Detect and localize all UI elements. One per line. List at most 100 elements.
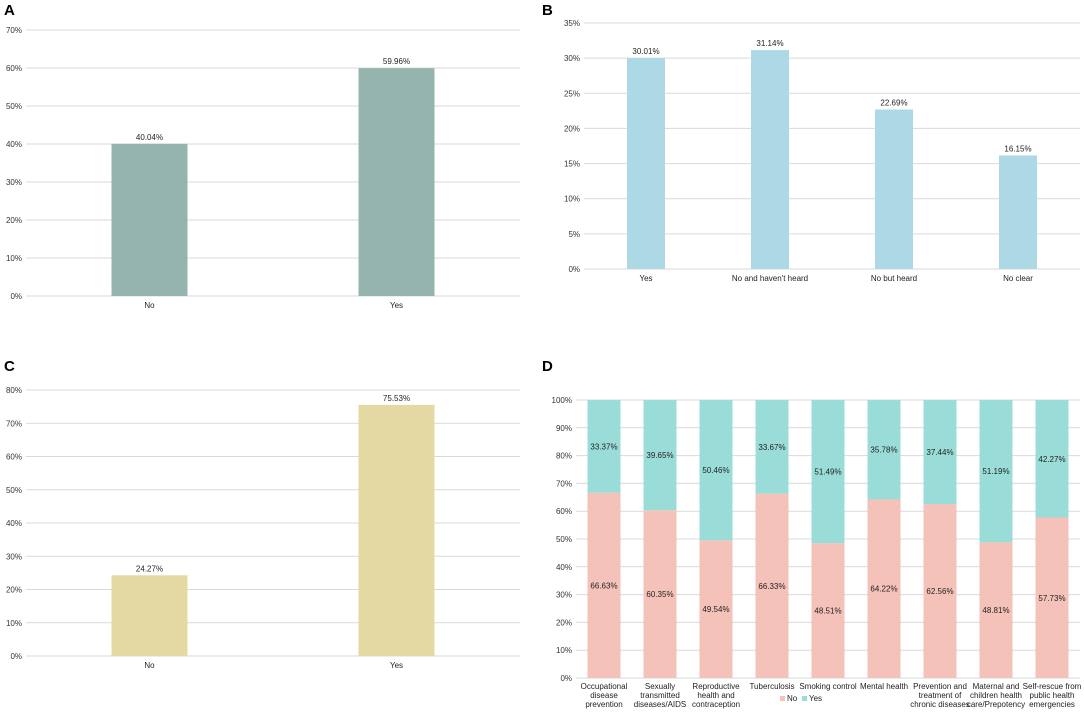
chart-d-y-tick-label: 40%: [556, 563, 572, 572]
chart-d-x-tick-label: contraception: [692, 700, 740, 709]
chart-d-bar-yes: [699, 400, 733, 541]
chart-d-legend-swatch-no: [780, 696, 785, 701]
chart-b-data-label: 22.69%: [880, 99, 907, 108]
chart-d-x-tick-label: care/Prepotency: [967, 700, 1025, 709]
chart-d-data-label-no: 48.81%: [982, 606, 1009, 615]
chart-d-x-tick-label: disease: [590, 691, 618, 700]
chart-d-x-tick-label: prevention: [585, 700, 622, 709]
chart-d-bar-no: [587, 492, 621, 678]
chart-d-legend-label-yes: Yes: [809, 694, 822, 703]
chart-a-y-tick-label: 50%: [6, 102, 22, 111]
chart-d-data-label-yes: 50.46%: [702, 466, 729, 475]
chart-d-data-label-no: 62.56%: [926, 587, 953, 596]
chart-d-x-tick-label: treatment of: [919, 691, 962, 700]
chart-b-data-label: 31.14%: [756, 39, 783, 48]
chart-d-data-label-no: 57.73%: [1038, 594, 1065, 603]
chart-c-y-tick-label: 20%: [6, 586, 22, 595]
chart-a-y-tick-label: 0%: [10, 292, 22, 301]
chart-a-x-tick-label: Yes: [390, 301, 403, 310]
chart-d-x-tick-label: health and: [697, 691, 734, 700]
chart-a-y-tick-label: 30%: [6, 178, 22, 187]
chart-c-bar: [358, 404, 435, 656]
panel-a-letter: A: [4, 2, 15, 19]
chart-d-bar-no: [699, 540, 733, 678]
chart-d-data-label-yes: 42.27%: [1038, 455, 1065, 464]
chart-a: 0% 10% 20% 30% 40% 50% 60% 70% 40.04% No 59.96% Yes: [6, 26, 520, 310]
chart-d-bar-yes: [587, 400, 621, 493]
chart-a-y-tick-label: 10%: [6, 254, 22, 263]
chart-d-bar-no: [643, 510, 677, 678]
chart-d-y-tick-label: 90%: [556, 424, 572, 433]
chart-d-x-tick-label: diseases/AIDS: [634, 700, 686, 709]
chart-b-y-tick-label: 5%: [568, 230, 580, 239]
chart-a-y-tick-label: 20%: [6, 216, 22, 225]
chart-d-data-label-yes: 33.37%: [590, 442, 617, 451]
chart-b-y-tick-label: 15%: [564, 160, 580, 169]
chart-d-x-tick-label: Reproductive: [692, 682, 740, 691]
chart-d-x-tick-label: transmitted: [640, 691, 680, 700]
chart-a-y-tick-label: 40%: [6, 140, 22, 149]
chart-d-data-label-no: 60.35%: [646, 590, 673, 599]
chart-d-data-label-yes: 51.19%: [982, 467, 1009, 476]
chart-b-bar: [875, 109, 913, 269]
chart-d-y-tick-label: 100%: [552, 396, 572, 405]
chart-b-data-label: 16.15%: [1004, 144, 1031, 153]
chart-d-y-tick-label: 80%: [556, 452, 572, 461]
chart-d-bar-yes: [867, 400, 901, 500]
chart-b-y-tick-label: 35%: [564, 19, 580, 28]
chart-a-y-tick-label: 70%: [6, 26, 22, 35]
chart-d-bar-no: [979, 542, 1013, 678]
chart-d-data-label-yes: 35.78%: [870, 446, 897, 455]
chart-c-y-tick-label: 80%: [6, 386, 22, 395]
panel-d-letter: D: [542, 358, 553, 375]
chart-a-bar: [358, 68, 435, 296]
chart-c-y-tick-label: 10%: [6, 619, 22, 628]
chart-b-bar: [751, 50, 789, 270]
chart-d-bar-yes: [755, 400, 789, 494]
chart-d-x-tick-label: Sexually: [645, 682, 675, 691]
chart-a-x-tick-label: No: [144, 301, 155, 310]
chart-d-x-tick-label: Occupational: [581, 682, 628, 691]
chart-d-x-tick-label: chronic diseases: [910, 700, 970, 709]
chart-d-bar-no: [1035, 517, 1069, 678]
chart-d-x-tick-label: Mental health: [860, 682, 908, 691]
chart-d-bar-no: [923, 504, 957, 678]
chart-d-x-tick-label: Prevention and: [913, 682, 967, 691]
chart-b-bar: [999, 155, 1037, 269]
chart-d-bar-yes: [979, 400, 1013, 543]
chart-c: 0% 10% 20% 30% 40% 50% 60% 70% 80% 24.27% No 75.53%…: [6, 386, 520, 670]
chart-d-y-tick-label: 0%: [560, 674, 572, 683]
chart-d-y-tick-label: 30%: [556, 591, 572, 600]
chart-d-data-label-no: 49.54%: [702, 605, 729, 614]
chart-c-y-tick-label: 30%: [6, 552, 22, 561]
chart-b-y-tick-label: 10%: [564, 195, 580, 204]
chart-d-x-tick-label: public health: [1030, 691, 1075, 700]
chart-c-x-tick-label: Yes: [390, 661, 403, 670]
chart-b-y-tick-label: 30%: [564, 54, 580, 63]
chart-c-y-tick-label: 0%: [10, 652, 22, 661]
chart-d-y-tick-label: 10%: [556, 646, 572, 655]
chart-d-bar-no: [867, 499, 901, 678]
chart-a-y-tick-label: 60%: [6, 64, 22, 73]
chart-d-legend-label-no: No: [787, 694, 798, 703]
chart-d-y-tick-label: 60%: [556, 507, 572, 516]
chart-d-legend-swatch-yes: [802, 696, 807, 701]
chart-b-x-tick-label: No clear: [1003, 274, 1033, 283]
chart-d-x-tick-label: Self-rescue from: [1023, 682, 1082, 691]
chart-c-y-tick-label: 40%: [6, 519, 22, 528]
chart-d-bar-no: [755, 493, 789, 678]
chart-a-data-label: 59.96%: [383, 57, 410, 66]
chart-d-y-tick-label: 70%: [556, 479, 572, 488]
chart-d-bar-yes: [643, 400, 677, 511]
chart-a-data-label: 40.04%: [136, 133, 163, 142]
chart-c-y-tick-label: 50%: [6, 486, 22, 495]
chart-d-y-tick-label: 20%: [556, 618, 572, 627]
chart-d-data-label-yes: 33.67%: [758, 443, 785, 452]
chart-c-y-tick-label: 60%: [6, 453, 22, 462]
chart-d-data-label-no: 66.33%: [758, 582, 785, 591]
chart-c-x-tick-label: No: [144, 661, 155, 670]
chart-b-x-tick-label: Yes: [639, 274, 652, 283]
panel-c-letter: C: [4, 358, 15, 375]
chart-d: 0% 10% 20% 30% 40% 50% 60% 70% 80% 90% 100% 66.63% 3…: [552, 396, 1082, 709]
chart-d-data-label-no: 66.63%: [590, 581, 617, 590]
